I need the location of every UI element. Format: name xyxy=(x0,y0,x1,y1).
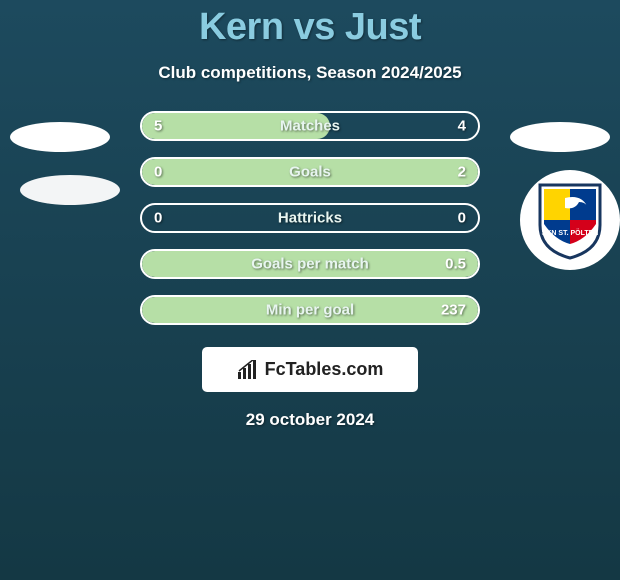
stat-right-value: 0.5 xyxy=(445,256,466,273)
stat-row-min-per-goal: Min per goal 237 xyxy=(140,295,480,325)
stat-right-value: 2 xyxy=(458,164,466,181)
stat-right-value: 0 xyxy=(458,210,466,227)
svg-text:SKN ST. PÖLTEN: SKN ST. PÖLTEN xyxy=(542,228,599,237)
stat-label: Min per goal xyxy=(142,302,478,319)
stat-row-goals-per-match: Goals per match 0.5 xyxy=(140,249,480,279)
subtitle: Club competitions, Season 2024/2025 xyxy=(0,63,620,83)
stat-right-value: 4 xyxy=(458,118,466,135)
player-left-badge-2 xyxy=(20,175,120,205)
stat-label: Goals xyxy=(142,164,478,181)
player-left-badge-1 xyxy=(10,122,110,152)
stat-label: Goals per match xyxy=(142,256,478,273)
stat-row-goals: 0 Goals 2 xyxy=(140,157,480,187)
stat-row-hattricks: 0 Hattricks 0 xyxy=(140,203,480,233)
stat-right-value: 237 xyxy=(441,302,466,319)
stat-row-matches: 5 Matches 4 xyxy=(140,111,480,141)
branding-text: FcTables.com xyxy=(265,359,384,380)
stats-container: 5 Matches 4 0 Goals 2 0 Hattricks 0 Goal… xyxy=(140,111,480,325)
date-text: 29 october 2024 xyxy=(0,410,620,430)
chart-icon xyxy=(237,360,259,380)
club-logo: SKN ST. PÖLTEN xyxy=(520,170,620,270)
shield-icon: SKN ST. PÖLTEN xyxy=(535,180,605,260)
stat-label: Matches xyxy=(142,118,478,135)
branding-badge[interactable]: FcTables.com xyxy=(202,347,418,392)
page-title: Kern vs Just xyxy=(0,0,620,49)
stat-label: Hattricks xyxy=(142,210,478,227)
player-right-badge-1 xyxy=(510,122,610,152)
